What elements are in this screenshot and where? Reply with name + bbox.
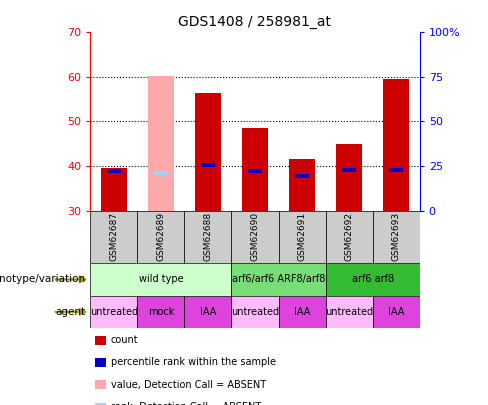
Text: IAA: IAA <box>200 307 216 317</box>
Bar <box>336 144 362 211</box>
Bar <box>137 296 184 328</box>
Text: IAA: IAA <box>294 307 310 317</box>
Text: GSM62688: GSM62688 <box>203 212 212 262</box>
Bar <box>383 79 409 211</box>
Text: GSM62690: GSM62690 <box>250 212 260 262</box>
Text: arf6/arf6 ARF8/arf8: arf6/arf6 ARF8/arf8 <box>232 275 325 284</box>
Bar <box>90 263 231 296</box>
Text: count: count <box>111 335 139 345</box>
Bar <box>342 168 356 172</box>
Text: IAA: IAA <box>388 307 405 317</box>
Bar <box>184 296 231 328</box>
Bar <box>248 169 262 173</box>
Bar <box>279 296 325 328</box>
Bar <box>101 168 127 211</box>
Bar <box>279 211 325 263</box>
Bar <box>325 211 373 263</box>
Text: untreated: untreated <box>325 307 373 317</box>
Bar <box>231 296 279 328</box>
Text: GSM62691: GSM62691 <box>298 212 306 262</box>
Text: GSM62689: GSM62689 <box>156 212 165 262</box>
Text: GSM62687: GSM62687 <box>109 212 118 262</box>
Text: percentile rank within the sample: percentile rank within the sample <box>111 358 276 367</box>
Bar <box>389 168 403 172</box>
Text: wild type: wild type <box>139 275 183 284</box>
Bar <box>325 296 373 328</box>
Bar <box>231 263 325 296</box>
Text: agent: agent <box>55 307 85 317</box>
Bar <box>325 263 420 296</box>
Bar <box>90 296 137 328</box>
Bar <box>148 76 174 211</box>
Bar <box>107 168 121 173</box>
Bar <box>289 159 315 211</box>
Text: GSM62692: GSM62692 <box>345 213 354 261</box>
Text: mock: mock <box>148 307 174 317</box>
Bar <box>184 211 231 263</box>
Text: arf6 arf8: arf6 arf8 <box>351 275 394 284</box>
Title: GDS1408 / 258981_at: GDS1408 / 258981_at <box>179 15 331 29</box>
Bar <box>90 211 137 263</box>
Bar <box>231 211 279 263</box>
Text: value, Detection Call = ABSENT: value, Detection Call = ABSENT <box>111 380 266 390</box>
Bar <box>137 211 184 263</box>
Bar <box>195 92 221 211</box>
Text: untreated: untreated <box>90 307 138 317</box>
Text: genotype/variation: genotype/variation <box>0 275 85 284</box>
Bar <box>154 171 168 175</box>
Bar <box>373 211 420 263</box>
Text: rank, Detection Call = ABSENT: rank, Detection Call = ABSENT <box>111 402 261 405</box>
Bar <box>373 296 420 328</box>
Text: GSM62693: GSM62693 <box>392 212 401 262</box>
Bar <box>295 174 309 178</box>
Text: untreated: untreated <box>231 307 279 317</box>
Bar <box>201 163 215 167</box>
Bar <box>242 128 268 211</box>
